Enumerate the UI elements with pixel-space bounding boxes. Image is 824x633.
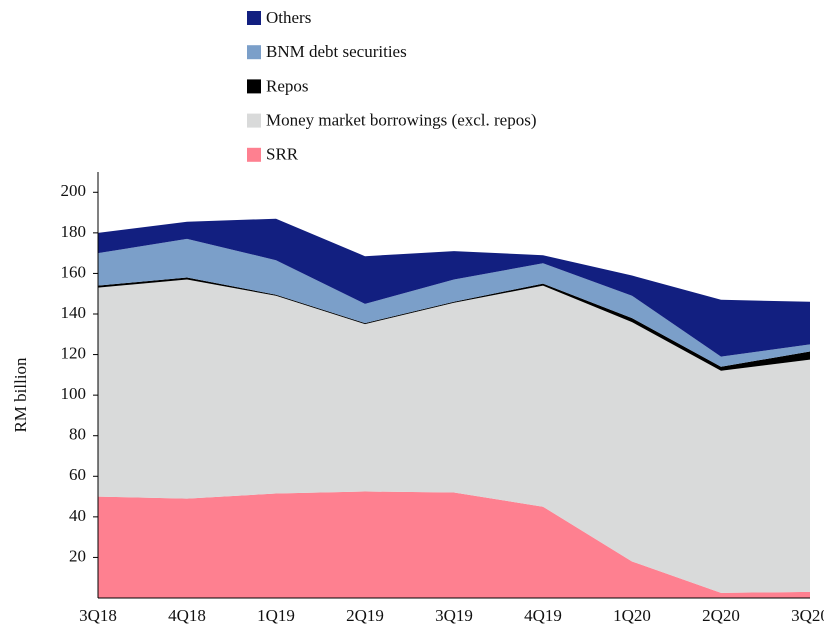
- y-tick-label: 140: [61, 303, 87, 322]
- x-tick-label: 3Q20: [791, 606, 824, 625]
- x-tick-label: 1Q20: [613, 606, 651, 625]
- x-tick-label: 3Q18: [79, 606, 117, 625]
- y-tick-label: 160: [61, 262, 87, 281]
- y-tick-label: 180: [61, 222, 87, 241]
- y-tick-label: 200: [61, 181, 87, 200]
- area: [98, 279, 810, 593]
- y-tick-label: 120: [61, 343, 87, 362]
- legend-swatch: [247, 113, 261, 128]
- x-tick-label: 1Q19: [257, 606, 295, 625]
- x-tick-label: 2Q19: [346, 606, 384, 625]
- x-tick-label: 2Q20: [702, 606, 740, 625]
- area: [98, 491, 810, 598]
- area: [98, 218, 810, 357]
- legend-label: Money market borrowings (excl. repos): [266, 111, 537, 130]
- legend-swatch: [247, 147, 261, 162]
- y-tick-label: 20: [69, 546, 86, 565]
- area: [98, 238, 810, 367]
- y-tick-label: 40: [69, 506, 86, 525]
- legend-swatch: [247, 79, 261, 94]
- legend-swatch: [247, 45, 261, 60]
- legend-label: BNM debt securities: [266, 42, 407, 61]
- legend-label: SRR: [266, 145, 299, 164]
- x-tick-label: 4Q19: [524, 606, 562, 625]
- y-axis-label: RM billion: [11, 357, 30, 433]
- x-tick-label: 4Q18: [168, 606, 206, 625]
- legend-label: Repos: [266, 76, 309, 95]
- legend-swatch: [247, 11, 261, 25]
- y-tick-label: 60: [69, 465, 86, 484]
- x-tick-label: 3Q19: [435, 606, 473, 625]
- y-tick-label: 100: [61, 384, 87, 403]
- y-tick-label: 80: [69, 425, 86, 444]
- legend-label: Others: [266, 8, 311, 27]
